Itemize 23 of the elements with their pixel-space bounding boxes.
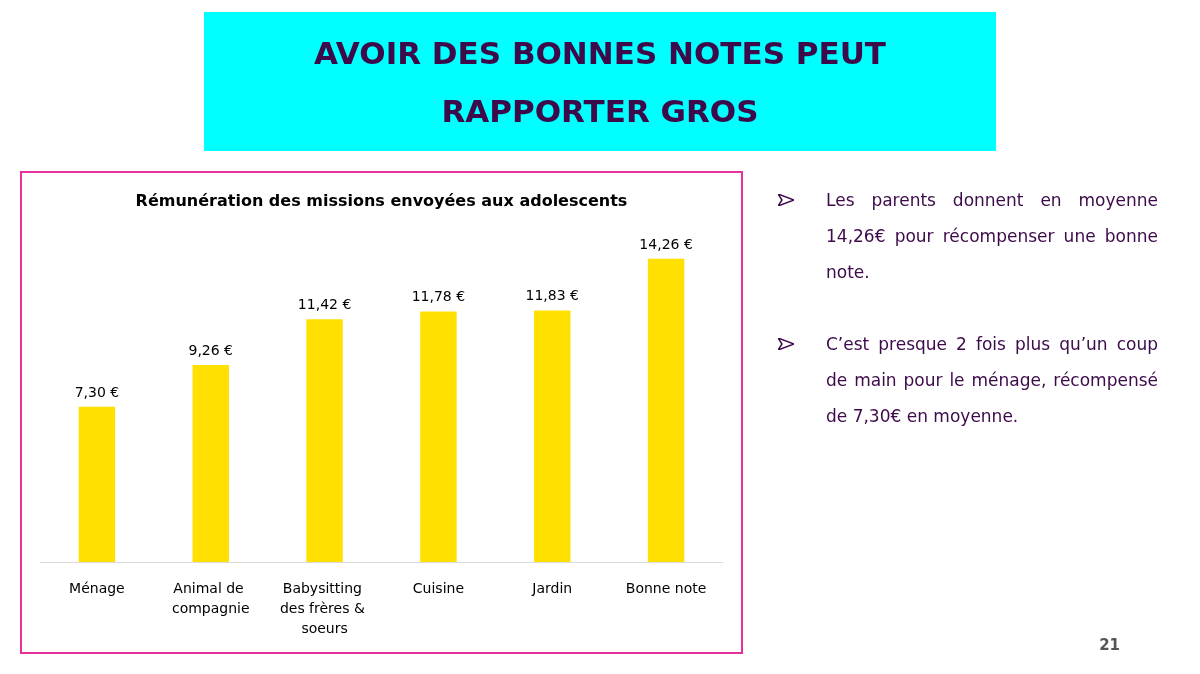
data-label: 14,26 € [639, 235, 693, 252]
data-label: 9,26 € [188, 342, 234, 359]
data-label: 11,78 € [411, 288, 466, 305]
x-tick-label: Jardin [531, 580, 573, 596]
text: Les parents donnent en moyenne 14,26€ pour récompenser une bonne note. [826, 189, 1158, 284]
bar [647, 258, 685, 562]
data-label: 11,83 € [525, 287, 579, 304]
data-label: 7,30 € [74, 383, 120, 400]
bar [306, 319, 343, 562]
chart-title: AVOIR DES BONNES NOTES PEUT RAPPORTER GROS [312, 33, 887, 131]
data-label: 11,42 € [297, 296, 352, 313]
x-tick-label: Babysitting des frères & soeurs [279, 580, 370, 636]
bar [534, 310, 571, 562]
bar [78, 406, 116, 562]
x-tick-label: Cuisine [412, 580, 465, 596]
chart-subtitle: Rémunération des missions envoyées aux adolescents [135, 190, 628, 210]
text: C’est presque 2 fois plus qu’un coup de main pour le ménage, récompensé de 7,30€ en moyenne. [826, 333, 1158, 428]
text: 21 [1098, 636, 1120, 654]
bar [420, 311, 457, 562]
x-tick-label: Ménage [69, 580, 125, 596]
x-tick-label: Bonne note [625, 580, 707, 596]
bar [192, 365, 229, 562]
x-tick-label: Animal de compagnie [171, 580, 250, 616]
